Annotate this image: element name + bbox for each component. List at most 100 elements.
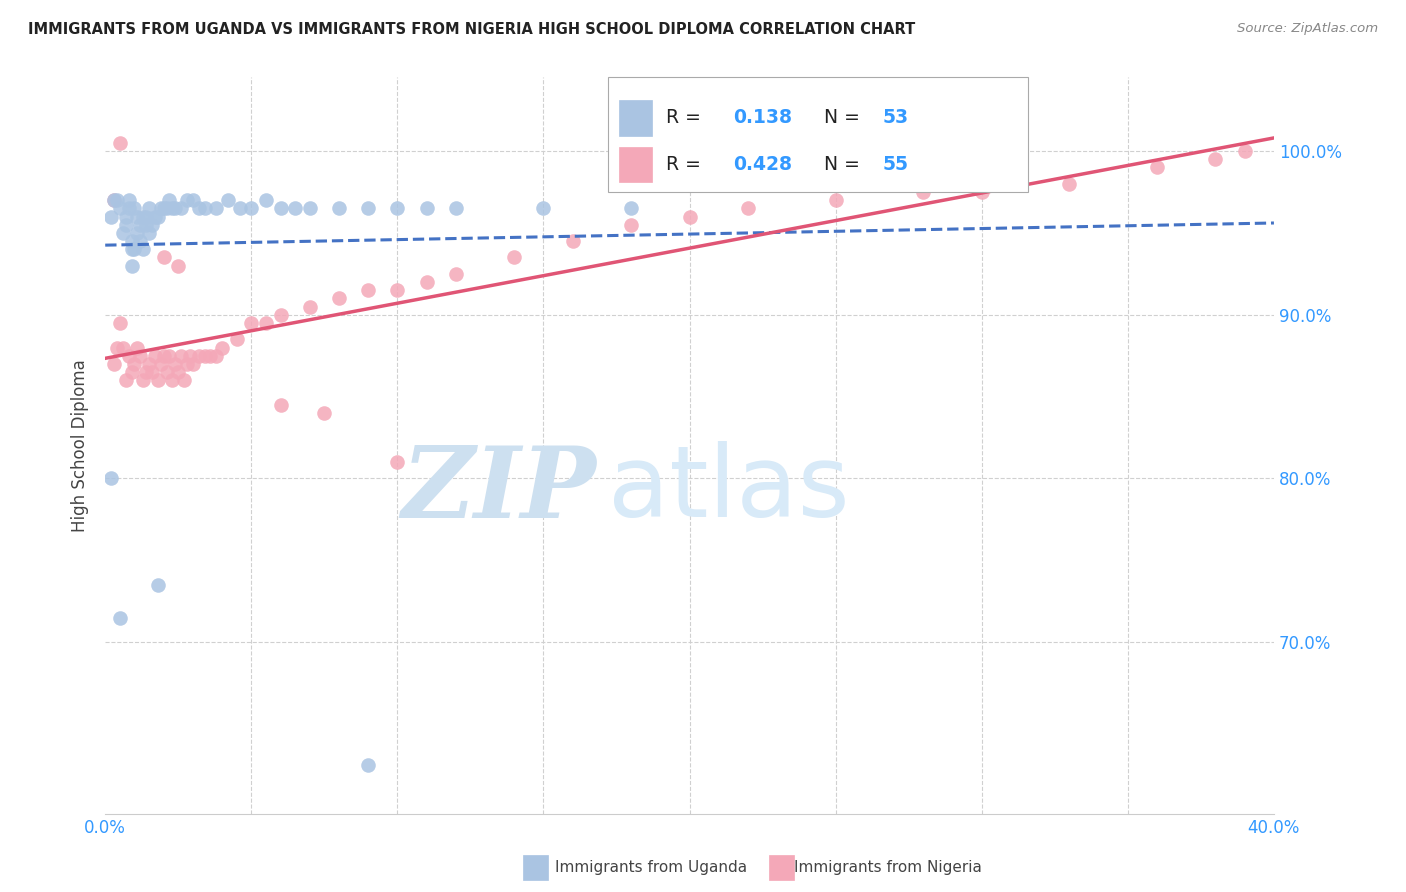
Point [149, 357, 172, 371]
Point [152, 251, 174, 265]
Point [200, 349, 222, 363]
FancyBboxPatch shape [620, 146, 652, 182]
Point [103, 193, 125, 207]
Point [146, 210, 169, 224]
Point [135, 365, 157, 379]
Text: atlas: atlas [607, 442, 849, 539]
Text: R =: R = [666, 109, 707, 128]
Point [179, 349, 201, 363]
Point [240, 202, 263, 216]
Point [181, 357, 204, 371]
Point [114, 373, 136, 387]
Point [114, 210, 136, 224]
Point [100, 471, 122, 485]
Point [132, 242, 155, 256]
Point [121, 234, 143, 248]
Point [100, 210, 122, 224]
Point [124, 202, 146, 216]
Point [146, 578, 169, 592]
Point [105, 193, 128, 207]
Point [678, 210, 700, 224]
Point [165, 357, 187, 371]
Point [146, 373, 169, 387]
Point [127, 226, 149, 240]
Point [328, 292, 350, 306]
Point [254, 193, 277, 207]
Point [159, 349, 181, 363]
Point [138, 357, 160, 371]
Point [284, 202, 307, 216]
Point [387, 283, 409, 297]
Point [129, 349, 152, 363]
Point [117, 202, 139, 216]
Point [225, 332, 247, 346]
Point [111, 226, 134, 240]
Text: R =: R = [666, 155, 707, 174]
Point [170, 202, 193, 216]
Point [620, 202, 643, 216]
Point [111, 341, 134, 355]
Point [124, 242, 146, 256]
Point [132, 210, 155, 224]
Point [138, 202, 160, 216]
Point [444, 202, 467, 216]
Point [357, 202, 380, 216]
Point [270, 398, 292, 412]
Point [121, 259, 143, 273]
Point [228, 202, 250, 216]
Text: Immigrants from Uganda: Immigrants from Uganda [555, 860, 748, 874]
Point [205, 349, 228, 363]
Point [141, 365, 163, 379]
Point [176, 357, 198, 371]
FancyBboxPatch shape [607, 78, 1029, 192]
Point [143, 349, 166, 363]
Text: 53: 53 [883, 109, 908, 128]
Point [124, 357, 146, 371]
Point [176, 193, 198, 207]
Point [127, 210, 149, 224]
Point [240, 316, 263, 330]
Point [117, 193, 139, 207]
Point [193, 349, 215, 363]
Point [135, 218, 157, 232]
Point [533, 202, 555, 216]
Point [143, 210, 166, 224]
Point [357, 283, 380, 297]
Point [193, 202, 215, 216]
Point [187, 349, 209, 363]
Text: 0.428: 0.428 [733, 155, 792, 174]
Point [127, 341, 149, 355]
Point [132, 373, 155, 387]
Text: 55: 55 [883, 155, 908, 174]
Point [108, 202, 131, 216]
Y-axis label: High School Diploma: High School Diploma [72, 359, 89, 533]
Point [187, 202, 209, 216]
Text: ZIP: ZIP [401, 442, 596, 538]
Point [1146, 161, 1168, 175]
Point [1233, 144, 1256, 158]
Text: N =: N = [824, 155, 866, 174]
Point [357, 758, 380, 772]
Point [298, 300, 321, 314]
Point [167, 365, 190, 379]
Point [152, 202, 174, 216]
Point [270, 202, 292, 216]
Text: Immigrants from Nigeria: Immigrants from Nigeria [794, 860, 983, 874]
Point [129, 234, 152, 248]
Point [205, 202, 228, 216]
Point [108, 610, 131, 624]
Point [121, 365, 143, 379]
Point [155, 202, 177, 216]
Point [737, 202, 759, 216]
Point [170, 349, 193, 363]
Point [620, 218, 643, 232]
Point [159, 193, 181, 207]
Text: Source: ZipAtlas.com: Source: ZipAtlas.com [1237, 22, 1378, 36]
Point [181, 193, 204, 207]
Point [173, 373, 195, 387]
Point [108, 316, 131, 330]
Point [561, 234, 583, 248]
Point [1205, 153, 1227, 167]
Point [108, 136, 131, 150]
Point [415, 202, 437, 216]
